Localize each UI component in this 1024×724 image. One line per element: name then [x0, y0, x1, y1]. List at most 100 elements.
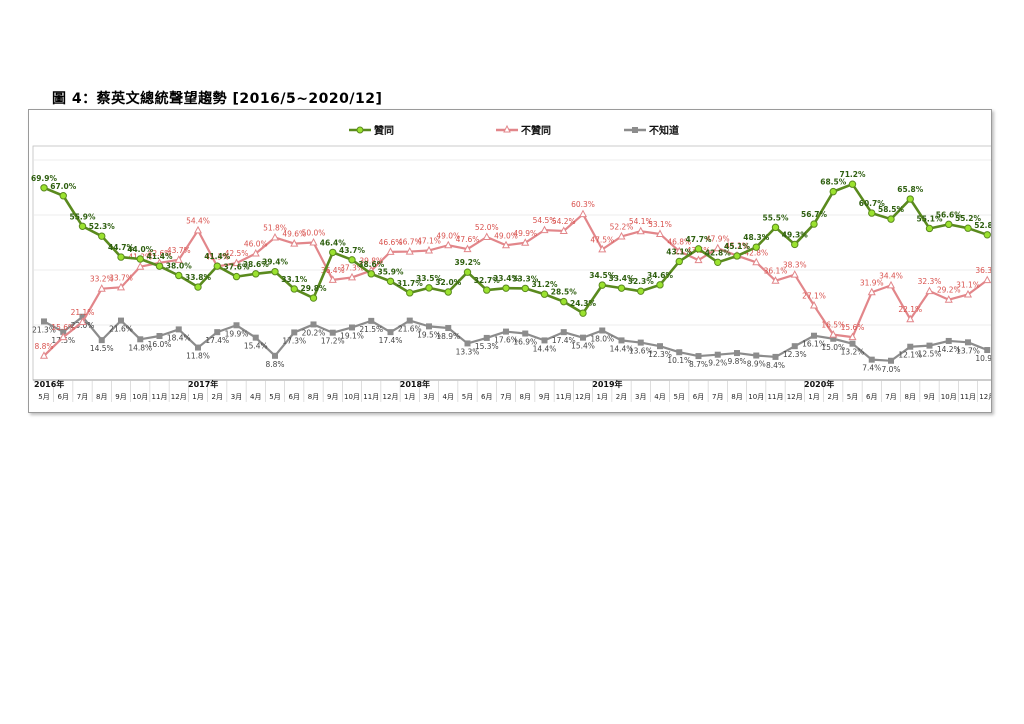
x-tick-label: 9月 [924, 393, 935, 401]
data-label-approve: 29.8% [300, 284, 327, 293]
point-unknown [118, 317, 124, 324]
point-disapprove [963, 289, 973, 298]
point-approve [617, 284, 626, 292]
point-unknown [599, 327, 606, 334]
point-approve [675, 257, 683, 266]
data-label-approve: 37.6% [223, 263, 250, 272]
data-label-approve: 38.6% [358, 260, 385, 269]
year-label: 2018年 [400, 379, 430, 389]
data-label-disapprove: 50.0% [302, 229, 326, 238]
data-label-approve: 49.3% [782, 230, 809, 239]
legend-label-disapprove: 不贊同 [521, 124, 551, 137]
point-disapprove [694, 255, 703, 264]
x-tick-label: 5月 [674, 393, 685, 401]
data-label-unknown: 13.2% [841, 348, 865, 357]
data-label-approve: 58.5% [878, 205, 905, 214]
point-approve [444, 288, 452, 296]
x-tick-label: 8月 [731, 393, 742, 401]
year-label: 2019年 [592, 379, 622, 389]
data-label-approve: 55.1% [916, 214, 943, 223]
data-label-approve: 67.0% [50, 182, 77, 191]
point-approve [252, 270, 260, 278]
data-label-disapprove: 47.9% [706, 234, 730, 243]
x-tick-label: 6月 [866, 393, 877, 401]
x-tick-label: 4月 [250, 393, 261, 401]
data-label-disapprove: 36.4% [321, 266, 345, 275]
data-label-approve: 65.8% [897, 185, 924, 194]
data-label-disapprove: 49.6% [282, 230, 306, 239]
data-label-disapprove: 54.4% [186, 216, 210, 225]
data-label-unknown: 13.6% [629, 347, 653, 356]
point-approve [213, 262, 221, 270]
point-disapprove [752, 257, 761, 266]
point-unknown [503, 328, 509, 335]
data-label-approve: 42.8% [705, 248, 732, 257]
x-tick-label: 5月 [38, 393, 49, 401]
x-tick-label: 8月 [520, 393, 531, 401]
data-label-approve: 34.6% [647, 271, 674, 280]
data-label-approve: 46.4% [320, 238, 347, 247]
point-approve [983, 231, 991, 239]
point-unknown [522, 330, 529, 337]
data-label-disapprove: 8.8% [34, 342, 53, 351]
data-label-approve: 56.7% [801, 210, 828, 219]
data-label-disapprove: 47.5% [590, 235, 614, 244]
data-label-approve: 33.4% [608, 274, 635, 283]
series-line-unknown [43, 315, 988, 362]
data-label-approve: 69.9% [31, 174, 58, 183]
data-label-unknown: 17.4% [205, 336, 229, 345]
data-label-disapprove: 29.2% [937, 286, 961, 295]
year-label: 2016年 [34, 379, 64, 389]
point-unknown [907, 343, 914, 350]
data-label-unknown: 19.9% [225, 329, 249, 338]
data-label-unknown: 8.4% [766, 361, 785, 370]
x-tick-label: 2月 [828, 393, 839, 401]
point-disapprove [713, 243, 722, 252]
data-label-unknown: 12.1% [898, 351, 922, 360]
point-approve [868, 209, 876, 217]
point-disapprove [39, 351, 49, 359]
data-label-unknown: 15.4% [571, 342, 595, 351]
data-label-approve: 33.5% [416, 274, 443, 283]
point-disapprove [867, 287, 876, 296]
point-unknown [714, 351, 721, 358]
legend-label-unknown: 不知道 [649, 124, 679, 137]
point-approve [579, 309, 587, 317]
data-label-approve: 33.1% [281, 275, 308, 284]
point-approve [232, 272, 241, 281]
data-label-unknown: 15.4% [244, 342, 268, 351]
data-label-unknown: 15.3% [475, 342, 499, 351]
data-label-disapprove: 49.0% [494, 231, 518, 240]
data-label-disapprove: 43.7% [167, 246, 191, 255]
point-approve [598, 281, 606, 289]
data-label-disapprove: 54.2% [552, 217, 576, 226]
point-unknown [310, 321, 317, 328]
point-approve [829, 187, 837, 196]
data-label-approve: 39.4% [262, 258, 289, 267]
point-approve [502, 284, 510, 292]
data-label-unknown: 17.4% [552, 336, 576, 345]
x-tick-label: 7月 [77, 393, 88, 401]
point-unknown [406, 317, 413, 324]
point-disapprove [328, 275, 337, 283]
data-label-approve: 41.4% [204, 252, 231, 261]
data-label-unknown: 7.0% [881, 365, 900, 374]
point-disapprove [59, 332, 68, 341]
x-tick-label: 10月 [941, 393, 957, 401]
x-tick-label: 11月 [363, 393, 379, 401]
point-disapprove [829, 330, 838, 338]
point-disapprove [521, 238, 530, 246]
data-label-unknown: 16.9% [513, 338, 537, 347]
point-approve [848, 180, 857, 188]
point-disapprove [771, 276, 780, 284]
point-disapprove [444, 240, 453, 249]
data-label-disapprove: 32.3% [918, 277, 942, 286]
data-label-disapprove: 42.8% [744, 248, 768, 257]
x-tick-label: 11月 [152, 393, 168, 401]
data-label-disapprove: 60.3% [571, 200, 595, 209]
data-label-unknown: 11.8% [186, 352, 210, 361]
point-approve [964, 224, 972, 232]
data-label-unknown: 13.3% [456, 347, 480, 356]
data-label-approve: 55.5% [762, 213, 789, 222]
data-label-unknown: 7.4% [862, 364, 881, 373]
